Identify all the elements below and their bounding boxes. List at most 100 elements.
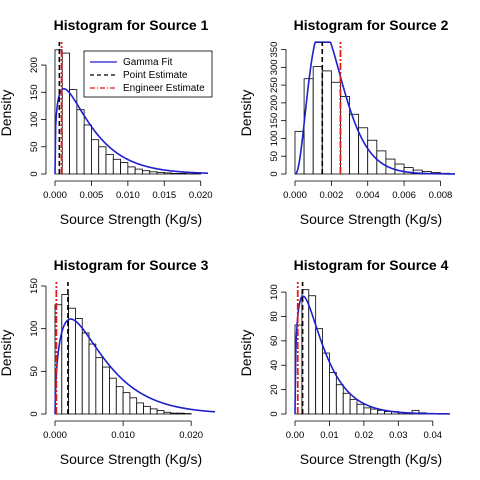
- histogram-bar: [335, 384, 344, 415]
- legend-box: [83, 50, 213, 98]
- histogram-bar: [170, 412, 178, 415]
- x-tick-label: 0.000: [283, 190, 307, 201]
- x-tick-label: 0.000: [43, 430, 67, 441]
- histogram-bar: [356, 403, 365, 415]
- histogram-bar: [102, 366, 110, 415]
- histogram-bar: [134, 168, 143, 175]
- y-tick-label: 100: [269, 284, 280, 300]
- histogram-bar: [342, 392, 351, 415]
- x-tick-label: 0.03: [389, 430, 408, 441]
- histogram-bar: [143, 405, 151, 415]
- y-tick-label: 200: [29, 57, 40, 73]
- legend-label-point-estimate: Point Estimate: [123, 70, 188, 81]
- y-tick-label: 100: [269, 131, 280, 147]
- histogram-bar: [149, 408, 158, 415]
- panel-source-3: Histogram for Source 3 Source Strength (…: [0, 257, 216, 467]
- histogram-bar: [394, 163, 405, 175]
- histogram-bar: [142, 170, 151, 175]
- histogram-bar: [177, 412, 185, 415]
- x-tick-label: 0.020: [189, 190, 213, 201]
- y-tick-label: 20: [269, 384, 280, 395]
- histogram-bar: [61, 52, 70, 175]
- x-tick-label: 0.005: [80, 190, 104, 201]
- y-tick-label: 150: [29, 278, 40, 294]
- panel-source-4: Histogram for Source 4 Source Strength (…: [238, 257, 451, 467]
- y-tick-label: 0: [269, 411, 280, 416]
- estimate-lines: [54, 42, 209, 175]
- x-axis-title: Source Strength (Kg/s): [300, 451, 442, 467]
- histogram-bar: [363, 407, 372, 415]
- histogram-bar: [178, 173, 187, 175]
- histogram-bar: [340, 96, 350, 175]
- x-tick-label: 0.04: [424, 430, 443, 441]
- x-tick-label: 0.010: [116, 190, 140, 201]
- histogram-bar: [75, 318, 83, 415]
- gamma-fit-curve: [54, 87, 209, 175]
- axes: 0.000 0.005 0.010 0.015 0.020 0 50 100 150 200: [29, 57, 213, 201]
- histogram-bars: [54, 49, 202, 175]
- y-tick-label: 60: [269, 336, 280, 347]
- y-tick-label: 40: [269, 360, 280, 371]
- legend-label-engineer-estimate: Engineer Estimate: [123, 83, 205, 94]
- histogram-bar: [68, 307, 76, 415]
- x-tick-label: 0.01: [320, 430, 339, 441]
- histogram-bar: [156, 410, 165, 415]
- x-tick-label: 0.002: [319, 190, 343, 201]
- estimate-lines: [294, 282, 451, 415]
- histogram-bar: [349, 113, 360, 175]
- panel-source-1: Histogram for Source 1 Source Strength (…: [0, 17, 213, 227]
- x-tick-label: 0.006: [392, 190, 416, 201]
- histogram-bar: [129, 397, 138, 415]
- histogram-bar: [329, 372, 337, 415]
- histogram-bar: [81, 332, 90, 415]
- histogram-bar: [122, 392, 131, 415]
- x-axis-title: Source Strength (Kg/s): [60, 451, 202, 467]
- chart-title: Histogram for Source 4: [294, 257, 449, 273]
- chart-title: Histogram for Source 1: [54, 17, 209, 33]
- histogram-bar: [83, 124, 92, 175]
- gamma-fit-curve: [54, 318, 216, 415]
- x-tick-label: 0.010: [111, 430, 135, 441]
- histogram-bar: [127, 166, 136, 175]
- histogram-bar: [303, 78, 314, 175]
- histogram-bar: [109, 377, 117, 415]
- x-tick-label: 0.015: [152, 190, 176, 201]
- y-tick-label: 0: [269, 171, 280, 176]
- y-tick-label: 150: [29, 84, 40, 100]
- histogram-bar: [136, 402, 144, 415]
- y-axis-title: Density: [0, 90, 14, 137]
- estimate-lines: [54, 282, 216, 415]
- x-tick-label: 0.000: [43, 190, 67, 201]
- x-axis-title: Source Strength (Kg/s): [300, 211, 442, 227]
- histogram-bar: [163, 411, 172, 415]
- histogram-bars: [54, 294, 192, 415]
- histogram-bar: [95, 357, 104, 415]
- x-tick-label: 0.004: [356, 190, 380, 201]
- histogram-bar: [98, 146, 107, 175]
- gamma-fit-curve: [294, 295, 451, 415]
- x-tick-label: 0.008: [429, 190, 453, 201]
- y-tick-label: 200: [269, 95, 280, 111]
- histogram-bar: [312, 66, 323, 175]
- histogram-bar: [156, 171, 165, 175]
- y-tick-label: 100: [29, 112, 40, 128]
- histogram-bar: [88, 343, 97, 415]
- y-tick-label: 80: [269, 311, 280, 322]
- x-tick-label: 0.02: [355, 430, 374, 441]
- histogram-bar: [105, 153, 114, 175]
- histogram-bar: [115, 386, 124, 415]
- histogram-bar: [149, 171, 158, 175]
- panel-source-2: Histogram for Source 2 Source Strength (…: [238, 17, 455, 227]
- histogram-bar: [349, 398, 358, 415]
- x-tick-label: 0.020: [179, 430, 203, 441]
- histogram-bar: [120, 162, 129, 175]
- y-axis-title: Density: [0, 330, 14, 377]
- x-axis-title: Source Strength (Kg/s): [60, 211, 202, 227]
- x-tick-label: 0.00: [286, 430, 305, 441]
- y-tick-label: 150: [269, 113, 280, 129]
- histogram-bar: [171, 173, 180, 175]
- legend-label-gamma-fit: Gamma Fit: [123, 57, 173, 68]
- histogram-bar: [163, 172, 172, 175]
- y-tick-label: 100: [29, 321, 40, 337]
